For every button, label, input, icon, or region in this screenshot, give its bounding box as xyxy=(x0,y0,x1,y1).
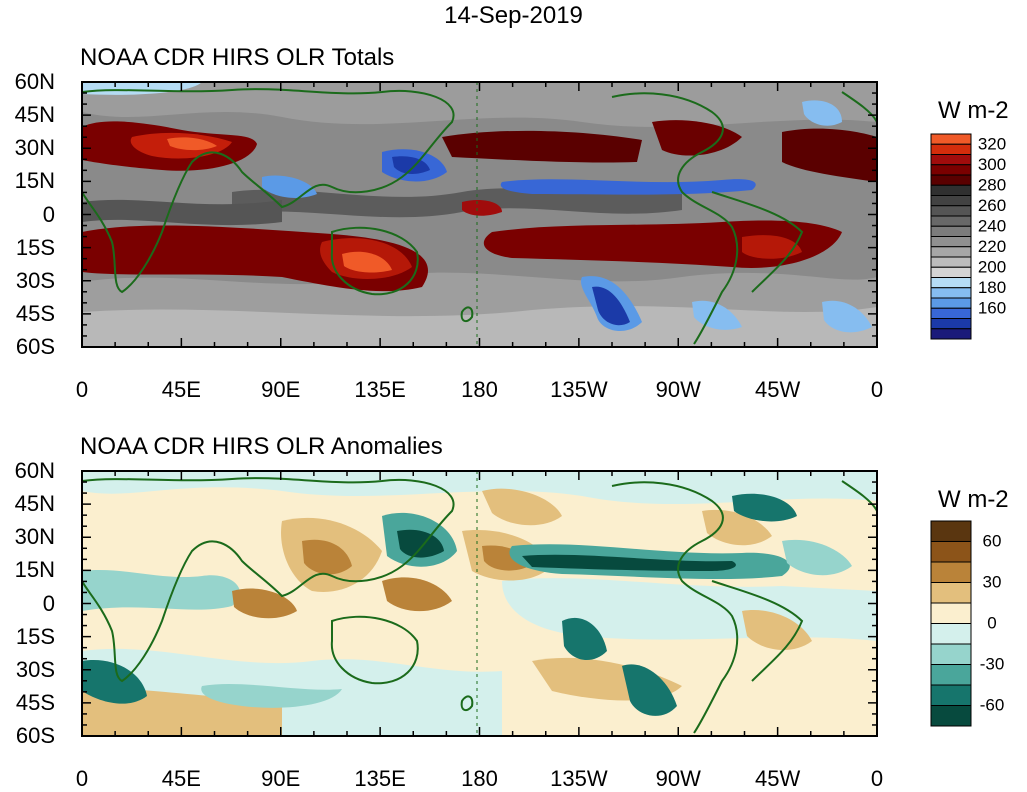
colorbar-swatch xyxy=(930,582,972,604)
colorbar-swatch xyxy=(930,225,972,237)
date-title: 14-Sep-2019 xyxy=(444,2,583,29)
anomalies-lon-label: 135W xyxy=(550,766,608,791)
anomalies-lat-label: 60N xyxy=(14,458,55,483)
colorbar-swatch xyxy=(930,307,972,319)
anomalies-lon-label: 180 xyxy=(461,766,498,791)
totals-lon-label: 90W xyxy=(655,377,701,402)
colorbar-label: 300 xyxy=(978,155,1006,174)
totals-lat-label: 15N xyxy=(14,168,55,194)
totals-map xyxy=(82,82,877,347)
anomalies-lon-label: 0 xyxy=(870,766,884,791)
totals-lat-label: 60N xyxy=(14,69,55,94)
colorbar-label: 60 xyxy=(983,532,1002,551)
colorbar-swatch xyxy=(930,174,972,186)
totals-lon-label: 45W xyxy=(755,377,801,402)
totals-lon-label: 0 xyxy=(75,377,89,402)
anomalies-lat-label: 45N xyxy=(14,491,55,517)
colorbar-swatch xyxy=(930,541,972,563)
colorbar-swatch xyxy=(930,277,972,289)
totals-title: NOAA CDR HIRS OLR Totals xyxy=(80,44,395,71)
totals-lon-label: 135E xyxy=(354,377,406,402)
colorbar-swatch xyxy=(930,256,972,268)
totals-lon-label: 45E xyxy=(161,377,201,402)
anomalies-lon-label: 135E xyxy=(354,766,406,791)
anomalies-title: NOAA CDR HIRS OLR Anomalies xyxy=(80,433,443,460)
colorbar-swatch xyxy=(930,143,972,155)
colorbar-label: -60 xyxy=(980,696,1005,715)
colorbar-swatch xyxy=(930,133,972,145)
colorbar-swatch xyxy=(930,164,972,176)
anomalies-lat-label: 15S xyxy=(15,623,55,649)
anomalies-colorbar: 60 30 0 -30 -60 xyxy=(930,520,1005,727)
colorbar-swatch xyxy=(930,215,972,227)
colorbar-label: 220 xyxy=(978,237,1006,256)
colorbar-swatch xyxy=(930,205,972,217)
colorbar-swatch xyxy=(930,561,972,583)
totals-lat-label: 45S xyxy=(15,300,55,326)
totals-lat-label: 15S xyxy=(15,234,55,260)
totals-units: W m-2 xyxy=(938,97,1009,124)
totals-lat-label: 30N xyxy=(14,135,55,161)
colorbar-swatch xyxy=(930,184,972,196)
anomalies-lon-label: 90W xyxy=(655,766,701,791)
anomalies-map xyxy=(82,471,877,736)
anomalies-lat-label: 60S xyxy=(15,723,55,748)
totals-lon-label: 180 xyxy=(461,377,498,402)
colorbar-label: 240 xyxy=(978,216,1006,235)
anomalies-lon-label: 90E xyxy=(261,766,301,791)
colorbar-swatch xyxy=(930,602,972,624)
colorbar-swatch xyxy=(930,643,972,665)
anomalies-lat-label: 15N xyxy=(14,557,55,583)
colorbar-label: 0 xyxy=(987,614,996,633)
colorbar-label: -30 xyxy=(980,655,1005,674)
colorbar-label: 200 xyxy=(978,257,1006,276)
colorbar-swatch xyxy=(930,328,972,340)
totals-lat-label: 30S xyxy=(15,267,55,293)
totals-lon-label: 135W xyxy=(550,377,608,402)
colorbar-swatch xyxy=(930,236,972,248)
colorbar-swatch xyxy=(930,318,972,330)
totals-lat-label: 0 xyxy=(42,201,55,227)
totals-lat-label: 60S xyxy=(15,334,55,359)
totals-lat-label: 45N xyxy=(14,102,55,128)
anomalies-lat-label: 45S xyxy=(15,689,55,715)
colorbar-swatch xyxy=(930,684,972,706)
totals-lon-label: 0 xyxy=(870,377,884,402)
colorbar-label: 160 xyxy=(978,298,1006,317)
colorbar-swatch xyxy=(930,520,972,542)
anomalies-lat-label: 30S xyxy=(15,656,55,682)
anomalies-lon-label: 45E xyxy=(161,766,201,791)
colorbar-swatch xyxy=(930,297,972,309)
colorbar-swatch xyxy=(930,664,972,686)
colorbar-swatch xyxy=(930,246,972,258)
colorbar-swatch xyxy=(930,705,972,727)
colorbar-swatch xyxy=(930,287,972,299)
colorbar-swatch xyxy=(930,195,972,207)
colorbar-swatch xyxy=(930,623,972,645)
anomalies-lon-label: 45W xyxy=(755,766,801,791)
anomalies-lat-label: 30N xyxy=(14,524,55,550)
colorbar-label: 180 xyxy=(978,278,1006,297)
colorbar-label: 280 xyxy=(978,175,1006,194)
colorbar-swatch xyxy=(930,154,972,166)
colorbar-label: 30 xyxy=(983,573,1002,592)
colorbar-label: 260 xyxy=(978,196,1006,215)
anomalies-lat-label: 0 xyxy=(42,590,55,616)
totals-lon-label: 90E xyxy=(261,377,301,402)
colorbar-swatch xyxy=(930,266,972,278)
anomalies-lon-label: 0 xyxy=(75,766,89,791)
anomalies-units: W m-2 xyxy=(938,486,1009,513)
colorbar-label: 320 xyxy=(978,134,1006,153)
